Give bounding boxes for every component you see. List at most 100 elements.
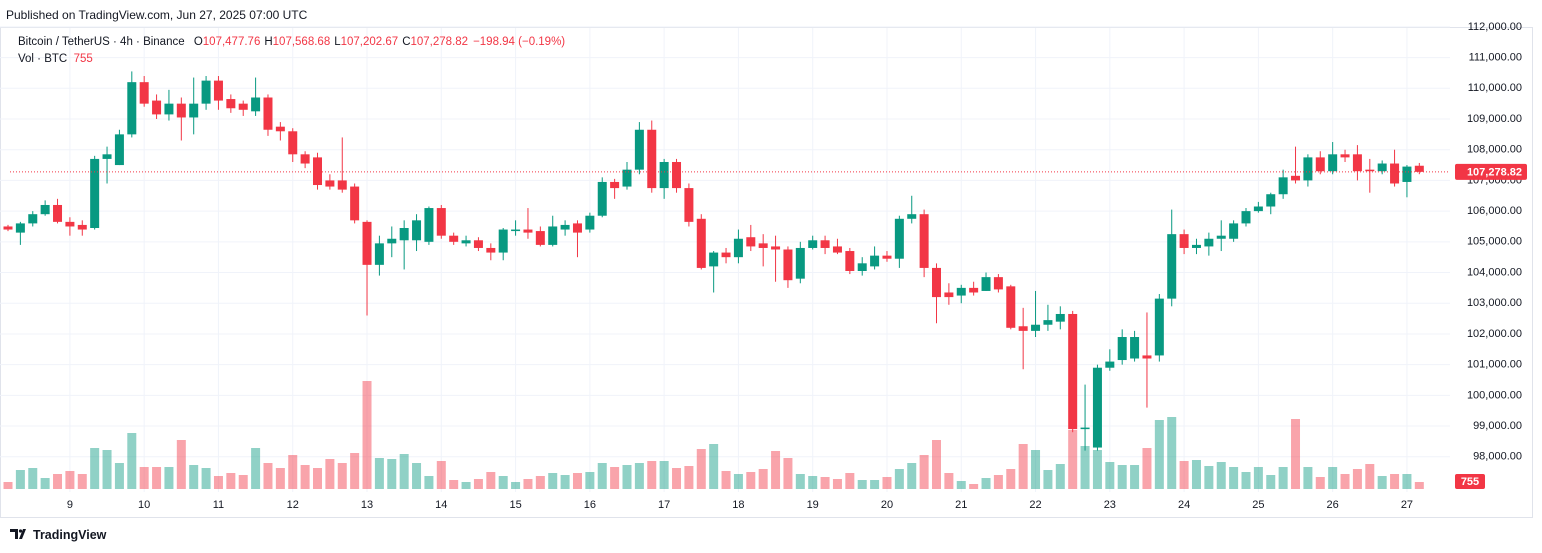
volume-bar [1092, 450, 1102, 489]
candle-body [610, 181, 620, 189]
candle-body [746, 237, 756, 247]
candle-body [3, 226, 13, 230]
candle-body [733, 238, 743, 258]
volume-bar [1365, 464, 1375, 489]
candle-body [1291, 175, 1301, 181]
legend-key: H [264, 36, 273, 48]
volume-bar [176, 440, 186, 489]
candle-body [1315, 157, 1325, 172]
candle-body [634, 129, 644, 170]
candle-body [1204, 238, 1214, 247]
volume-bar [102, 450, 112, 489]
candle-body [1018, 326, 1028, 331]
price-axis: 98,000.00 99,000.00 100,000.00 101,000.00 10… [10, 21, 1527, 489]
volume-bar [907, 463, 917, 489]
volume-bar [870, 480, 880, 489]
candle-body [387, 238, 397, 244]
volume-bar [1291, 419, 1301, 489]
candle-body [758, 243, 768, 248]
volume-bar [164, 467, 174, 489]
volume-bar [1031, 450, 1041, 489]
candle-body [1390, 163, 1400, 184]
candle-body [597, 181, 607, 216]
volume-bar [944, 473, 954, 489]
volume-bar [1167, 417, 1177, 489]
tradingview-logo [10, 529, 26, 539]
volume-bar [1055, 464, 1065, 489]
candle-body [251, 97, 261, 112]
candle-body [65, 221, 75, 227]
candle-body [1216, 235, 1226, 239]
volume-bar [746, 472, 756, 489]
volume-bar [1229, 467, 1239, 489]
volume-bar [783, 458, 793, 489]
candles [3, 71, 1424, 451]
candle-body [622, 169, 632, 187]
candle-body [1105, 361, 1115, 368]
volume-bar [771, 451, 781, 489]
volume-badge [1455, 474, 1485, 489]
volume-value: 755 [73, 53, 93, 65]
volume-pane [3, 381, 1424, 489]
candle-body [15, 223, 25, 233]
candle-body [164, 103, 174, 115]
volume-bar [696, 449, 706, 489]
volume-bar [721, 471, 731, 489]
volume-bar [733, 474, 743, 489]
volume-bar [1266, 475, 1276, 489]
volume-bar [127, 433, 137, 489]
candle-body [1130, 337, 1140, 359]
candle-body [449, 235, 459, 242]
volume-bar [1315, 477, 1325, 489]
volume-bar [1377, 476, 1387, 489]
volume-bar [993, 475, 1003, 489]
volume-bar [795, 474, 805, 489]
volume-bar [622, 465, 632, 489]
volume-bar [511, 482, 521, 489]
candle-body [313, 157, 322, 186]
volume-bar [40, 478, 50, 489]
volume-bar [275, 468, 285, 489]
x-tick-label: 13 [361, 499, 373, 511]
y-tick-label: 100,000.00 [1467, 389, 1522, 401]
x-tick-label: 12 [287, 499, 299, 511]
candle-body [1377, 163, 1387, 172]
candle-body [771, 246, 781, 250]
volume-bar [65, 471, 75, 489]
volume-bar [981, 478, 991, 489]
volume-bar [1142, 448, 1152, 489]
candle-body [523, 229, 533, 233]
y-tick-label: 102,000.00 [1467, 328, 1522, 340]
candle-body [672, 161, 682, 189]
candle-body [238, 103, 248, 110]
y-tick-label: 109,000.00 [1467, 113, 1522, 125]
volume-bar [535, 476, 545, 489]
volume-bar [412, 463, 422, 489]
volume-bar [919, 455, 929, 489]
x-tick-label: 22 [1029, 499, 1041, 511]
volume-bar [845, 473, 855, 489]
candle-body [399, 228, 409, 241]
candle-body [820, 240, 830, 248]
x-tick-label: 21 [955, 499, 967, 511]
candle-body [1365, 169, 1375, 172]
volume-bar [1340, 474, 1350, 489]
volume-bar [1204, 466, 1214, 489]
candle-body [1352, 154, 1362, 172]
x-tick-label: 15 [509, 499, 521, 511]
volume-bar [548, 473, 558, 489]
volume-bar [325, 459, 335, 489]
volume-bar [374, 458, 384, 489]
volume-bar [1043, 470, 1053, 489]
volume-bar [1352, 469, 1362, 489]
legend-value: 107,202.67 [340, 36, 399, 48]
candle-body [696, 218, 706, 268]
candle-body [152, 100, 162, 115]
x-tick-label: 24 [1178, 499, 1190, 511]
candle-body [374, 243, 384, 265]
x-tick-label: 17 [658, 499, 670, 511]
volume-bar [350, 453, 360, 489]
legend-value: 107,568.68 [272, 36, 331, 48]
x-tick-label: 14 [435, 499, 447, 511]
